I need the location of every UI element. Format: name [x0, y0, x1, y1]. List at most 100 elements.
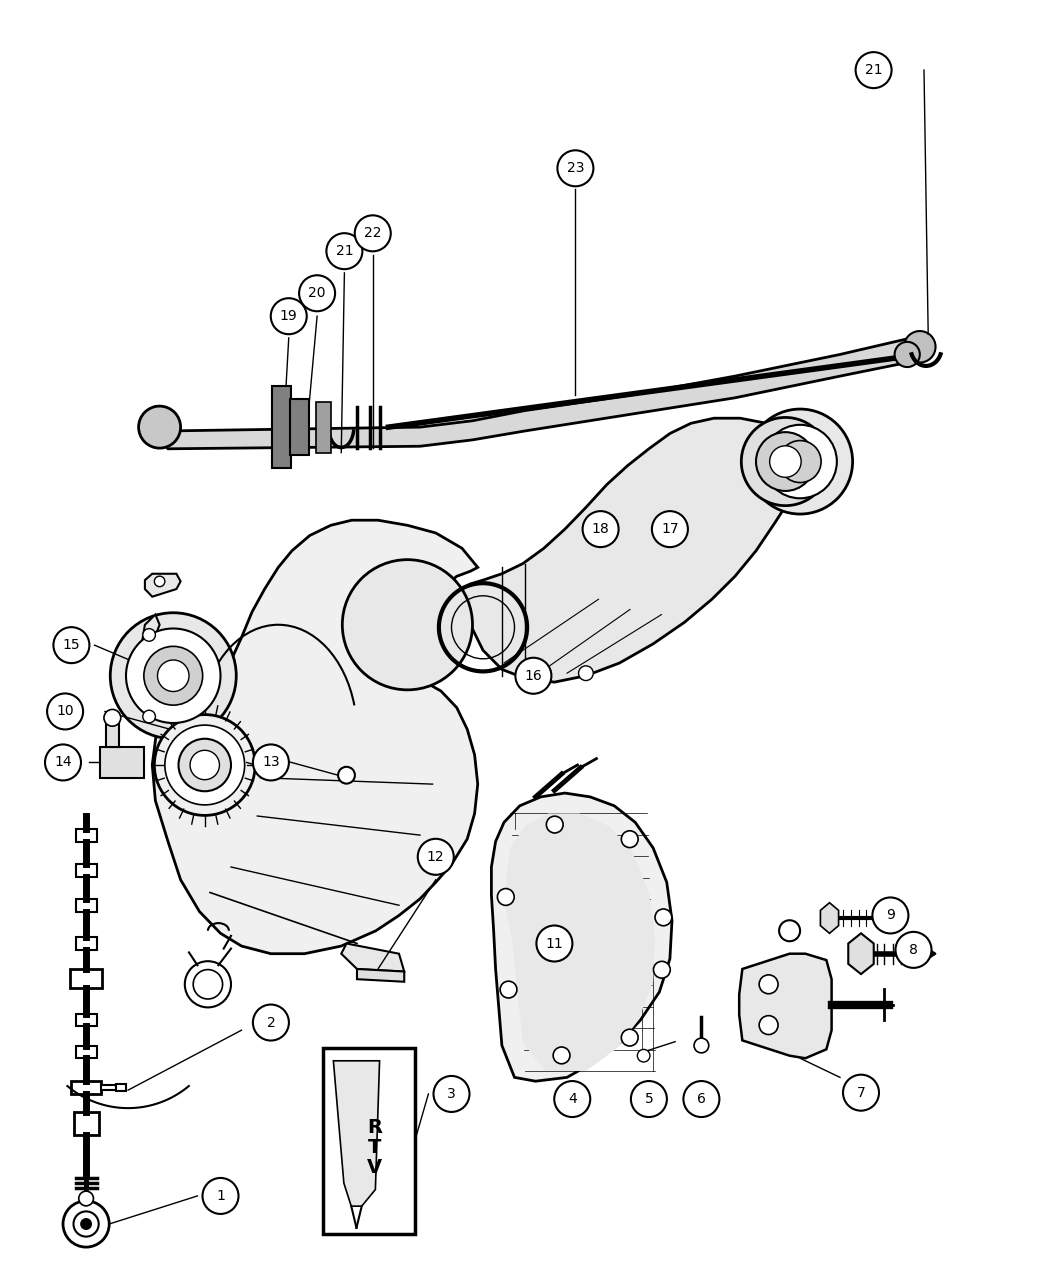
Circle shape	[185, 961, 231, 1007]
Polygon shape	[134, 615, 160, 714]
Circle shape	[418, 839, 454, 875]
Circle shape	[143, 629, 155, 641]
Circle shape	[553, 1047, 570, 1063]
Circle shape	[338, 766, 355, 784]
Circle shape	[126, 629, 220, 723]
Circle shape	[154, 714, 255, 816]
Polygon shape	[100, 747, 144, 778]
Text: 9: 9	[886, 909, 895, 922]
Circle shape	[583, 511, 618, 547]
Circle shape	[895, 342, 920, 367]
Polygon shape	[76, 1014, 97, 1026]
Text: 12: 12	[427, 850, 444, 863]
Text: 2: 2	[267, 1016, 275, 1029]
Polygon shape	[145, 574, 181, 597]
Circle shape	[622, 1029, 638, 1045]
Text: R: R	[366, 1118, 382, 1137]
Circle shape	[158, 660, 189, 691]
Text: 6: 6	[697, 1093, 706, 1105]
Circle shape	[759, 1016, 778, 1034]
Circle shape	[110, 613, 236, 738]
Text: 18: 18	[592, 523, 609, 536]
Circle shape	[154, 576, 165, 587]
Polygon shape	[739, 954, 832, 1058]
Polygon shape	[848, 933, 874, 974]
Text: 22: 22	[364, 227, 381, 240]
Text: 21: 21	[865, 64, 882, 76]
Circle shape	[856, 52, 891, 88]
Circle shape	[756, 432, 815, 491]
Circle shape	[622, 831, 638, 848]
Text: 7: 7	[857, 1086, 865, 1099]
Circle shape	[904, 332, 936, 362]
Circle shape	[271, 298, 307, 334]
Polygon shape	[116, 1084, 126, 1091]
Polygon shape	[76, 899, 97, 912]
Polygon shape	[290, 399, 309, 455]
Text: T: T	[368, 1139, 381, 1156]
Circle shape	[165, 725, 245, 805]
Circle shape	[143, 710, 155, 723]
Text: 23: 23	[567, 162, 584, 175]
Polygon shape	[76, 937, 97, 950]
Polygon shape	[316, 402, 331, 453]
Circle shape	[342, 560, 472, 690]
Circle shape	[203, 1178, 238, 1214]
Text: 4: 4	[568, 1093, 576, 1105]
Circle shape	[178, 738, 231, 792]
Circle shape	[546, 816, 563, 833]
Polygon shape	[76, 829, 97, 842]
Circle shape	[652, 511, 688, 547]
Circle shape	[637, 1049, 650, 1062]
Text: 19: 19	[280, 310, 297, 323]
Text: 11: 11	[546, 937, 563, 950]
Circle shape	[873, 898, 908, 933]
Circle shape	[655, 909, 672, 926]
Circle shape	[759, 975, 778, 993]
Polygon shape	[71, 1081, 101, 1094]
Circle shape	[434, 1076, 469, 1112]
Circle shape	[45, 745, 81, 780]
Polygon shape	[357, 969, 404, 982]
Circle shape	[47, 694, 83, 729]
Circle shape	[253, 745, 289, 780]
Text: 5: 5	[645, 1093, 653, 1105]
Circle shape	[579, 666, 593, 681]
Circle shape	[327, 233, 362, 269]
Polygon shape	[272, 386, 291, 468]
Circle shape	[694, 1038, 709, 1053]
Circle shape	[193, 969, 223, 1000]
Circle shape	[554, 1081, 590, 1117]
Polygon shape	[491, 793, 672, 1081]
Circle shape	[139, 407, 181, 448]
Polygon shape	[462, 418, 803, 682]
Text: 17: 17	[662, 523, 678, 536]
Text: 1: 1	[216, 1190, 225, 1202]
Polygon shape	[74, 1112, 99, 1135]
Circle shape	[54, 627, 89, 663]
Polygon shape	[155, 334, 929, 449]
Circle shape	[63, 1201, 109, 1247]
Text: 21: 21	[336, 245, 353, 258]
Circle shape	[144, 646, 203, 705]
Circle shape	[74, 1211, 99, 1237]
Circle shape	[526, 671, 541, 686]
Circle shape	[558, 150, 593, 186]
Text: 14: 14	[55, 756, 71, 769]
Circle shape	[896, 932, 931, 968]
Circle shape	[190, 750, 219, 780]
Circle shape	[81, 1219, 91, 1229]
Text: V: V	[366, 1158, 382, 1177]
Polygon shape	[506, 813, 655, 1071]
Circle shape	[763, 425, 837, 499]
Circle shape	[779, 921, 800, 941]
Polygon shape	[101, 1085, 116, 1090]
Polygon shape	[76, 1046, 97, 1058]
Circle shape	[684, 1081, 719, 1117]
Text: 20: 20	[309, 287, 326, 300]
Text: 8: 8	[909, 944, 918, 956]
Polygon shape	[70, 969, 102, 988]
Circle shape	[500, 982, 517, 998]
Circle shape	[748, 409, 853, 514]
Text: 10: 10	[57, 705, 74, 718]
